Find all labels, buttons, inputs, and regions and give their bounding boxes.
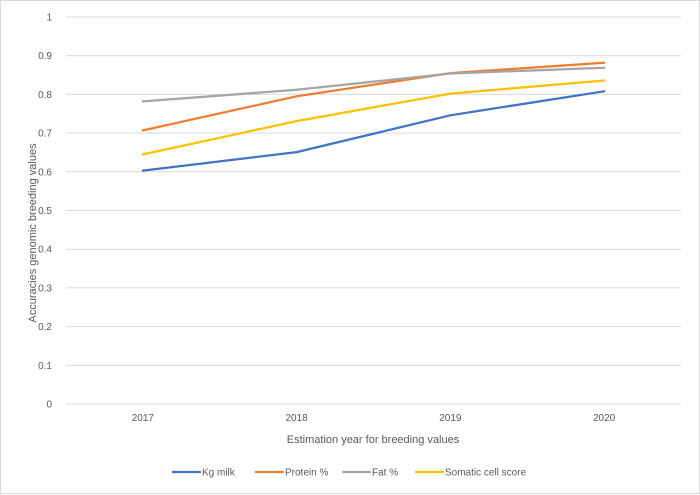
series-line-1	[141, 61, 606, 132]
y-axis-ticks: 0 0.1 0.2 0.3 0.4 0.5 0.6 0.7 0.8 0.9 1	[38, 13, 52, 411]
y-tick-label: 0.2	[38, 322, 52, 333]
x-axis-title: Estimation year for breeding values	[287, 434, 460, 446]
x-tick-label: 2017	[132, 413, 155, 424]
series-lines	[141, 61, 606, 172]
data-point	[295, 120, 298, 123]
series-line-3	[141, 79, 606, 156]
y-tick-label: 0.9	[38, 51, 52, 62]
legend-label-2: Fat %	[372, 468, 398, 479]
series-line-2	[141, 66, 606, 103]
data-point	[603, 61, 606, 64]
y-tick-label: 0.3	[38, 283, 52, 294]
data-point	[449, 72, 452, 75]
x-axis-ticks: 2017 2018 2019 2020	[132, 413, 616, 424]
data-point	[603, 90, 606, 93]
y-tick-label: 0.1	[38, 361, 52, 372]
y-tick-label: 0.7	[38, 129, 52, 140]
data-point	[449, 92, 452, 95]
gridlines	[66, 16, 681, 405]
data-point	[603, 79, 606, 82]
data-point	[141, 129, 144, 132]
legend-label-3: Somatic cell score	[445, 468, 527, 479]
x-tick-label: 2018	[286, 413, 309, 424]
legend-label-1: Protein %	[285, 468, 328, 479]
y-tick-label: 1	[46, 13, 52, 24]
y-tick-label: 0.6	[38, 167, 52, 178]
data-point	[141, 169, 144, 172]
x-tick-label: 2019	[439, 413, 462, 424]
y-tick-label: 0	[46, 400, 52, 411]
series-line-0	[141, 90, 606, 172]
y-tick-label: 0.8	[38, 90, 52, 101]
y-tick-label: 0.5	[38, 206, 52, 217]
data-point	[603, 66, 606, 69]
data-point	[141, 153, 144, 156]
legend-label-0: Kg milk	[202, 468, 236, 479]
data-point	[449, 114, 452, 117]
data-point	[295, 88, 298, 91]
legend: Kg milk Protein % Fat % Somatic cell score	[171, 468, 527, 479]
data-point	[295, 95, 298, 98]
data-point	[295, 150, 298, 154]
data-point	[141, 100, 144, 103]
y-axis-title: Accuracies genomic breeding values	[27, 143, 39, 323]
x-tick-label: 2020	[593, 413, 616, 424]
y-tick-label: 0.4	[38, 245, 52, 256]
